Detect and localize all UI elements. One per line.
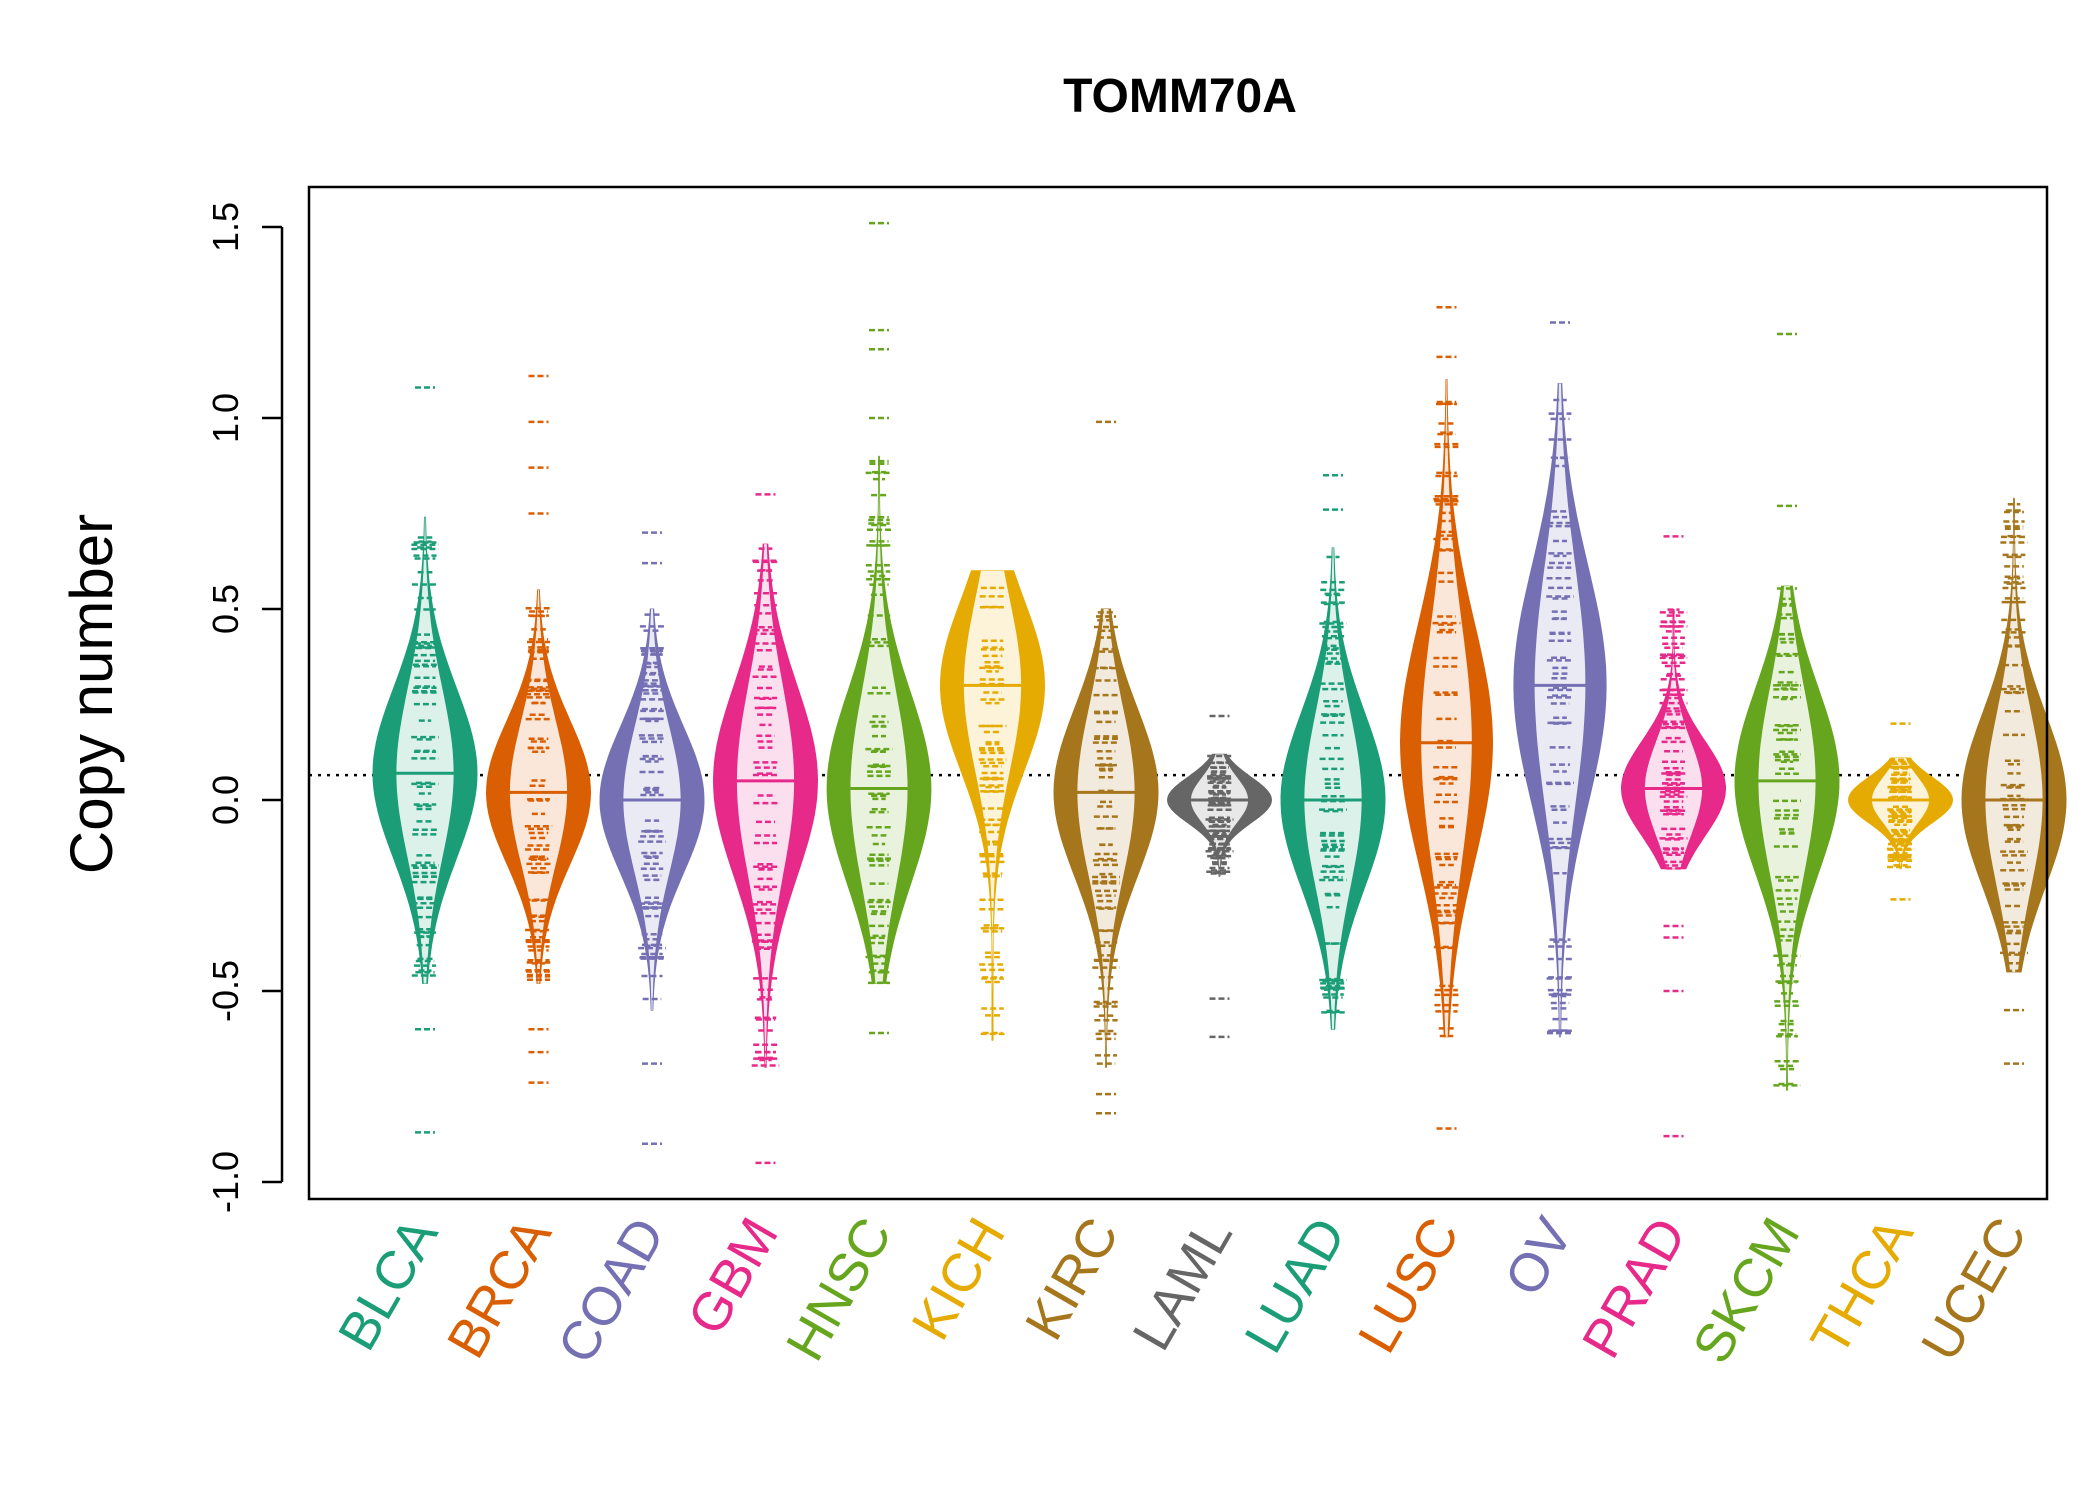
bean-ucec (1961, 497, 2067, 1065)
bean-thca (1847, 722, 1954, 901)
category-label-prad: PRAD (1571, 1208, 1698, 1368)
bean-highlight (1304, 547, 1362, 1030)
bean-kich (939, 570, 1046, 1041)
bean-luad (1280, 474, 1386, 1030)
category-label-luad: LUAD (1233, 1208, 1357, 1363)
bean-kirc (1053, 420, 1159, 1115)
bean-highlight (1644, 609, 1703, 869)
category-label-laml: LAML (1121, 1208, 1244, 1360)
bean-highlight (1758, 586, 1816, 1091)
y-tick-label: 1.0 (205, 393, 246, 443)
bean-hnsc (826, 221, 932, 1035)
bean-highlight (1421, 379, 1472, 1037)
category-label-brca: BRCA (436, 1208, 563, 1368)
bean-highlight (850, 456, 908, 984)
bean-highlight (963, 570, 1022, 1041)
bean-highlight (623, 609, 681, 1011)
bean-highlight (1534, 383, 1586, 1037)
bean-ov (1513, 321, 1607, 1038)
bean-laml (1167, 714, 1272, 1039)
y-tick-label: 0.5 (205, 584, 246, 634)
beans-layer (372, 221, 2067, 1165)
chart-title: TOMM70A (1063, 70, 1297, 123)
bean-gbm (712, 493, 819, 1165)
y-axis-label: Copy number (58, 514, 125, 874)
bean-blca (372, 386, 478, 1134)
bean-highlight (1077, 609, 1135, 1068)
y-tick-label: 0.0 (205, 775, 246, 825)
category-label-blca: BLCA (327, 1208, 450, 1360)
y-tick-label: -1.0 (205, 1151, 246, 1213)
category-label-thca: THCA (1799, 1208, 1924, 1365)
bean-coad (599, 531, 705, 1146)
category-label-lusc: LUSC (1347, 1208, 1471, 1363)
category-label-hnsc: HNSC (775, 1208, 903, 1371)
bean-skcm (1734, 332, 1840, 1091)
category-label-ucec: UCEC (1910, 1208, 2038, 1371)
category-label-coad: COAD (546, 1208, 676, 1373)
bean-highlight (736, 544, 795, 1068)
bean-prad (1620, 535, 1727, 1138)
category-label-skcm: SKCM (1681, 1208, 1811, 1373)
plot-frame (307, 185, 2049, 1201)
y-tick-label: 1.5 (205, 202, 246, 252)
bean-highlight (509, 589, 568, 984)
category-label-kich: KICH (900, 1208, 1016, 1350)
y-axis: -1.0 -0.5 0.0 0.5 1.0 1.5 (205, 202, 284, 1213)
bean-highlight (1190, 754, 1249, 877)
bean-brca (485, 374, 592, 1084)
bean-lusc (1399, 305, 1494, 1130)
category-label-gbm: GBM (676, 1208, 789, 1345)
y-tick-label: -0.5 (205, 960, 246, 1022)
category-label-ov: OV (1493, 1208, 1584, 1306)
category-label-kirc: KIRC (1014, 1208, 1130, 1350)
